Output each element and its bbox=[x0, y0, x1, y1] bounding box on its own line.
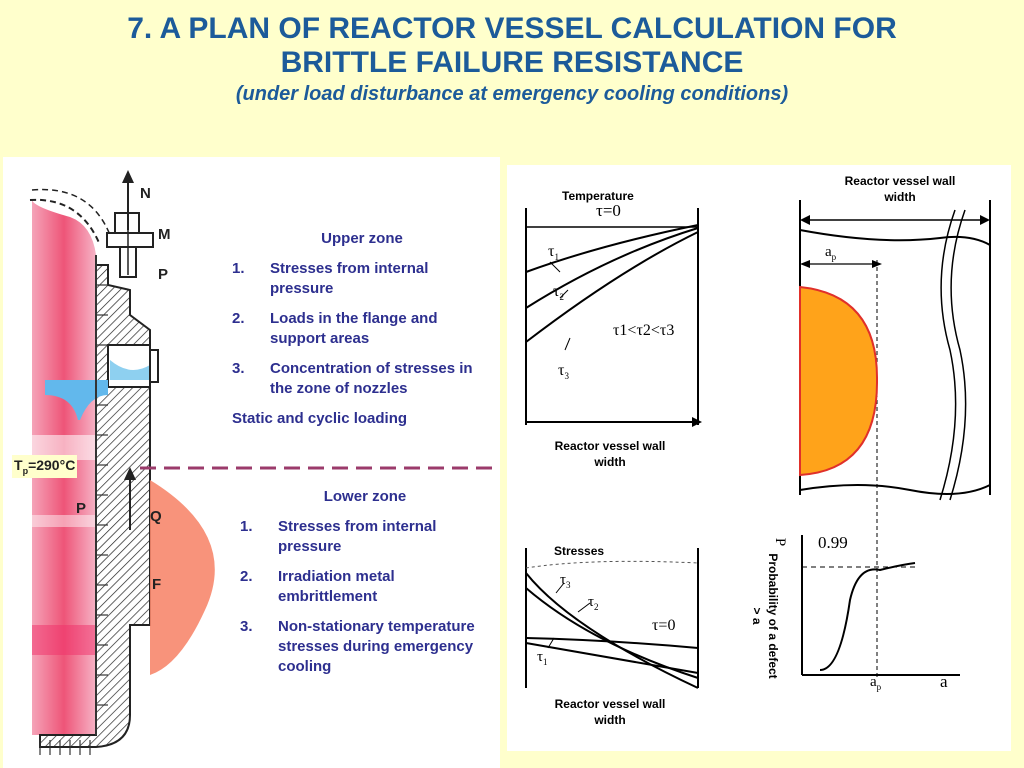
temperature-inequality: τ1<τ2<τ3 bbox=[613, 322, 675, 339]
defect-ap: ap bbox=[825, 244, 837, 262]
stress-tau3: τ3 bbox=[560, 572, 571, 590]
defect-heading: Reactor vessel wall width bbox=[844, 174, 956, 204]
stress-heading: Stresses bbox=[550, 543, 609, 559]
stress-tau0: τ=0 bbox=[652, 617, 676, 634]
upper-zone-title: Upper zone bbox=[321, 230, 403, 247]
temperature-label: Tp=290°C bbox=[12, 455, 78, 478]
defect-diagram bbox=[799, 200, 991, 680]
stress-tau1: τ1 bbox=[537, 649, 548, 667]
list-item: 2. Loads in the flange and support areas bbox=[232, 310, 438, 347]
load-distribution bbox=[150, 480, 215, 675]
temperature-value: =290°C bbox=[28, 457, 76, 473]
list-item: 2. Irradiation metal embrittlement bbox=[240, 568, 395, 605]
label-N: N bbox=[140, 185, 151, 202]
temperature-heading: Temperature bbox=[560, 188, 636, 204]
probability-xaxis-ap: ap bbox=[870, 674, 882, 692]
probability-yaxis-symbol: P bbox=[772, 537, 789, 547]
lower-zone-list: 1. Stresses from internal pressure 2. Irra… bbox=[240, 517, 490, 677]
temperature-tau1: τ1 bbox=[548, 243, 559, 263]
label-P-upper: P bbox=[158, 266, 169, 283]
list-item: 3. Concentration of stresses in the zone … bbox=[232, 360, 473, 397]
stress-tau2: τ2 bbox=[588, 594, 599, 612]
temperature-tau3: τ3 bbox=[558, 362, 569, 382]
temperature-xlabel: Reactor vessel wall width bbox=[554, 439, 666, 469]
probability-xaxis-a: a bbox=[940, 672, 948, 691]
list-item: 3. Non-stationary temperature stresses du… bbox=[240, 618, 475, 675]
label-M: M bbox=[158, 226, 171, 243]
title-block: 7. A PLAN OF REACTOR VESSEL CALCULATION … bbox=[0, 12, 1024, 108]
label-Q: Q bbox=[150, 508, 162, 525]
upper-zone-note: Static and cyclic loading bbox=[232, 410, 408, 427]
lower-zone-title: Lower zone bbox=[323, 488, 407, 505]
temperature-subscript: p bbox=[22, 465, 29, 476]
stress-chart bbox=[525, 548, 699, 689]
list-item: 1. Stresses from internal pressure bbox=[240, 518, 437, 555]
stress-xlabel: Reactor vessel wall width bbox=[554, 697, 666, 727]
lower-zone: Lower zone 1. Stresses from internal pres… bbox=[240, 487, 490, 687]
list-item: 1. Stresses from internal pressure bbox=[232, 260, 429, 297]
temperature-chart bbox=[525, 208, 702, 427]
page-subtitle: (under load disturbance at emergency coo… bbox=[235, 83, 789, 105]
probability-yvalue: 0.99 bbox=[818, 533, 848, 552]
page-title-line2: BRITTLE FAILURE RESISTANCE bbox=[280, 46, 744, 79]
probability-ylabel: Probability of a defect > a bbox=[750, 553, 780, 679]
temperature-tau0: τ=0 bbox=[596, 201, 621, 220]
label-P-lower: P bbox=[76, 500, 87, 517]
upper-zone-list: 1. Stresses from internal pressure 2. Load… bbox=[232, 259, 492, 399]
upper-zone: Upper zone 1. Stresses from internal pres… bbox=[232, 229, 492, 429]
label-F: F bbox=[152, 576, 162, 593]
page-title-line1: 7. A PLAN OF REACTOR VESSEL CALCULATION … bbox=[127, 12, 897, 45]
temperature-tau2: τ2 bbox=[553, 283, 564, 303]
temperature-symbol: T bbox=[14, 457, 23, 473]
